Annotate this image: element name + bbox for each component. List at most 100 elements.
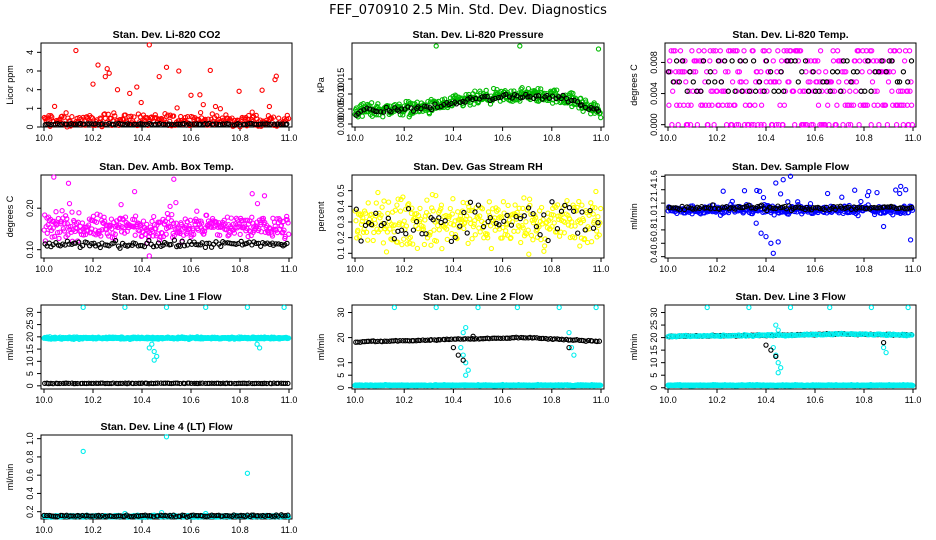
data-point bbox=[676, 79, 682, 85]
data-point bbox=[439, 245, 445, 252]
y-tick-label: 20 bbox=[336, 333, 346, 343]
data-point bbox=[356, 234, 362, 240]
data-point bbox=[700, 58, 707, 64]
data-point bbox=[775, 327, 781, 333]
data-point bbox=[667, 58, 673, 64]
y-tick-label: 0.4 bbox=[336, 200, 346, 213]
x-tick-label: 10.8 bbox=[231, 264, 249, 274]
data-point bbox=[778, 365, 784, 371]
data-point bbox=[377, 215, 383, 221]
x-tick-label: 10.0 bbox=[346, 264, 364, 274]
data-point bbox=[504, 212, 510, 219]
data-point bbox=[520, 205, 526, 212]
data-point bbox=[681, 69, 688, 75]
data-point bbox=[385, 215, 391, 221]
x-tick-label: 10.4 bbox=[757, 395, 775, 405]
data-point bbox=[457, 223, 463, 229]
data-point bbox=[541, 248, 547, 254]
data-point bbox=[68, 223, 74, 230]
data-point bbox=[797, 48, 804, 54]
data-point bbox=[848, 102, 854, 108]
data-point bbox=[535, 93, 542, 99]
x-tick-label: 10.8 bbox=[231, 133, 249, 143]
data-point bbox=[134, 84, 140, 90]
data-point bbox=[562, 202, 568, 209]
data-point bbox=[561, 230, 567, 236]
x-tick-label: 10.4 bbox=[757, 133, 775, 143]
data-point bbox=[558, 229, 564, 235]
data-point bbox=[750, 58, 757, 64]
data-point bbox=[901, 102, 907, 108]
series-scatter bbox=[665, 173, 916, 256]
data-point bbox=[868, 88, 874, 94]
data-point bbox=[285, 220, 291, 226]
y-axis-label: ml/min bbox=[5, 334, 15, 361]
data-point bbox=[595, 214, 601, 220]
data-point bbox=[908, 79, 914, 85]
data-point bbox=[880, 344, 887, 351]
data-point bbox=[92, 121, 99, 127]
data-point bbox=[843, 69, 849, 75]
data-point bbox=[690, 69, 697, 75]
data-point bbox=[742, 58, 749, 64]
data-point bbox=[729, 79, 736, 85]
data-point bbox=[549, 93, 556, 99]
data-point bbox=[249, 191, 255, 197]
data-point bbox=[677, 48, 684, 54]
data-point bbox=[146, 253, 152, 259]
data-point bbox=[452, 234, 458, 240]
data-point bbox=[781, 48, 787, 54]
data-point bbox=[90, 81, 96, 87]
data-point bbox=[795, 58, 802, 64]
data-point bbox=[518, 239, 524, 246]
data-point bbox=[509, 95, 515, 101]
data-point bbox=[869, 48, 875, 54]
data-point bbox=[853, 79, 860, 85]
data-point bbox=[838, 88, 844, 94]
data-point bbox=[131, 114, 137, 120]
data-point bbox=[197, 109, 204, 116]
panel-4: Stan. Dev. Amb. Box Temp.degrees C10.0 10… bbox=[5, 161, 297, 274]
data-point bbox=[758, 102, 765, 108]
y-tick-label: 0 bbox=[336, 385, 346, 390]
y-tick-label: 10 bbox=[336, 358, 346, 368]
y-tick-label: 4 bbox=[25, 50, 35, 55]
data-point bbox=[770, 58, 776, 64]
data-point bbox=[173, 199, 179, 206]
data-point bbox=[554, 87, 560, 93]
data-point bbox=[146, 237, 152, 244]
data-point bbox=[684, 122, 691, 128]
y-tick-label: 2 bbox=[25, 87, 35, 92]
data-point bbox=[864, 102, 871, 108]
y-tick-label: 1.2 bbox=[649, 197, 659, 210]
data-point bbox=[852, 187, 858, 193]
data-point bbox=[424, 104, 430, 110]
data-point bbox=[817, 122, 823, 128]
data-point bbox=[85, 222, 92, 228]
x-tick-label: 10.8 bbox=[231, 525, 249, 535]
data-point bbox=[775, 370, 781, 376]
data-point bbox=[857, 58, 863, 64]
data-point bbox=[442, 218, 448, 224]
data-point bbox=[743, 79, 749, 85]
data-point bbox=[485, 235, 491, 241]
data-point bbox=[421, 241, 428, 248]
data-point bbox=[777, 102, 783, 108]
y-tick-label: 1.0 bbox=[25, 432, 35, 445]
data-point bbox=[285, 115, 292, 122]
data-point bbox=[438, 205, 444, 212]
data-point bbox=[467, 199, 474, 205]
data-point bbox=[404, 241, 410, 247]
data-point bbox=[385, 210, 391, 217]
data-point bbox=[267, 226, 274, 232]
y-tick-label: 1 bbox=[25, 106, 35, 111]
data-point bbox=[367, 106, 373, 112]
data-point bbox=[156, 73, 162, 80]
data-point bbox=[566, 329, 572, 336]
data-point bbox=[526, 196, 533, 202]
data-point bbox=[503, 228, 509, 234]
data-point bbox=[519, 85, 525, 91]
data-point bbox=[432, 101, 438, 107]
x-tick-label: 10.2 bbox=[395, 264, 413, 274]
data-point bbox=[353, 218, 359, 224]
